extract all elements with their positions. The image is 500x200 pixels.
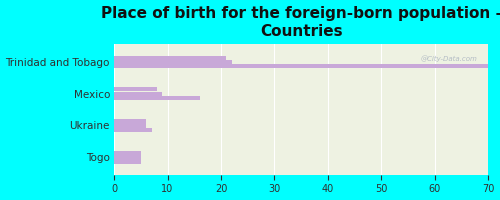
Bar	[114, 128, 152, 132]
Bar	[114, 159, 141, 164]
Bar	[114, 64, 488, 68]
Bar	[114, 119, 146, 123]
Title: Place of birth for the foreign-born population -
Countries: Place of birth for the foreign-born popu…	[100, 6, 500, 39]
Bar	[114, 87, 157, 91]
Text: @City-Data.com: @City-Data.com	[420, 55, 477, 62]
Bar	[114, 92, 162, 96]
Bar	[114, 155, 141, 159]
Bar	[114, 60, 232, 64]
Bar	[114, 56, 226, 60]
Bar	[114, 151, 141, 155]
Bar	[114, 96, 200, 100]
Bar	[114, 123, 146, 128]
